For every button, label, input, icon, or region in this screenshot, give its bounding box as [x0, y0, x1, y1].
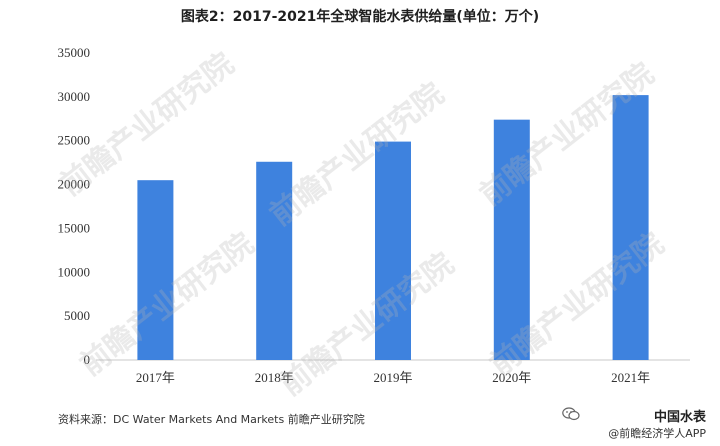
bar	[375, 141, 411, 360]
bar	[137, 180, 174, 360]
x-tick-label: 2019年	[373, 370, 412, 385]
x-tick-label: 2020年	[492, 370, 531, 385]
x-tick-label: 2021年	[611, 370, 650, 385]
y-tick-label: 0	[84, 352, 91, 367]
bar	[612, 95, 649, 361]
x-tick-label: 2018年	[255, 370, 294, 385]
x-tick-label: 2017年	[136, 370, 175, 385]
y-tick-label: 35000	[58, 45, 91, 60]
y-tick-label: 25000	[58, 133, 91, 148]
y-tick-label: 20000	[58, 177, 91, 192]
brand-subtitle: @前瞻经济学人APP	[608, 427, 706, 440]
y-tick-label: 15000	[58, 220, 91, 235]
brand-name: 中国水表	[653, 410, 706, 425]
wechat-icon	[562, 407, 580, 421]
y-tick-label: 10000	[58, 264, 91, 279]
chart-title: 图表2：2017-2021年全球智能水表供给量(单位：万个)	[180, 9, 540, 25]
bar	[256, 161, 293, 360]
source-note: 资料来源：DC Water Markets And Markets 前瞻产业研究…	[58, 413, 365, 426]
y-tick-label: 5000	[64, 308, 90, 323]
brand-block: 中国水表 @前瞻经济学人APP	[556, 406, 706, 442]
bar	[493, 119, 530, 360]
y-tick-label: 30000	[58, 89, 91, 104]
